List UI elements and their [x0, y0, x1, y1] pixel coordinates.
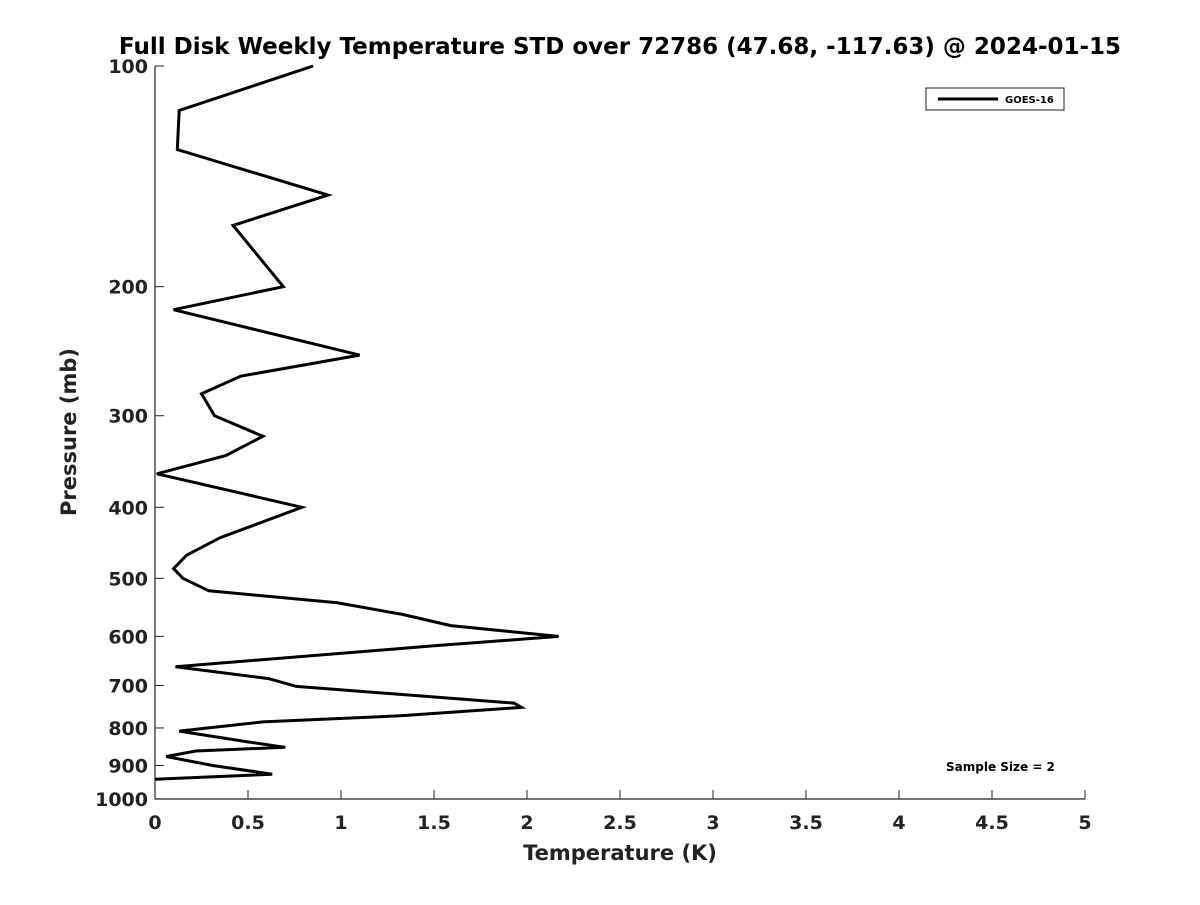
x-tick-label: 3: [706, 812, 719, 834]
x-tick-label: 4.5: [975, 812, 1009, 834]
y-tick-label: 500: [108, 568, 148, 590]
y-axis-ticks: 100 200 300 400 500 600 700 800 900 1000: [95, 56, 164, 811]
x-tick-label: 5: [1078, 812, 1091, 834]
y-axis-label: Pressure (mb): [57, 348, 81, 516]
y-tick-label: 1000: [95, 789, 148, 811]
x-tick-label: 1.5: [417, 812, 451, 834]
y-tick-label: 900: [108, 755, 148, 777]
y-tick-label: 800: [108, 718, 148, 740]
x-tick-label: 0: [148, 812, 161, 834]
x-axis-label: Temperature (K): [523, 841, 717, 865]
y-tick-label: 100: [108, 56, 148, 78]
x-tick-label: 2: [520, 812, 533, 834]
x-tick-label: 4: [892, 812, 905, 834]
chart-title: Full Disk Weekly Temperature STD over 72…: [119, 34, 1121, 60]
y-tick-label: 200: [108, 277, 148, 299]
x-tick-label: 1: [334, 812, 347, 834]
sample-size-annotation: Sample Size = 2: [946, 760, 1055, 774]
y-tick-label: 400: [108, 497, 148, 519]
series-group: [154, 64, 559, 781]
x-axis-ticks: 0 0.5 1 1.5 2 2.5 3 3.5 4 4.5 5: [148, 790, 1092, 834]
y-tick-label: 700: [108, 675, 148, 697]
legend-label-goes-16: GOES-16: [1005, 95, 1054, 106]
x-tick-label: 3.5: [789, 812, 823, 834]
y-tick-label: 300: [108, 406, 148, 428]
x-tick-label: 2.5: [603, 812, 637, 834]
legend: GOES-16: [925, 87, 1065, 111]
plot-area: [155, 66, 1085, 799]
y-tick-label: 600: [108, 626, 148, 648]
series-line-goes-16: [154, 64, 559, 781]
x-tick-label: 0.5: [231, 812, 265, 834]
